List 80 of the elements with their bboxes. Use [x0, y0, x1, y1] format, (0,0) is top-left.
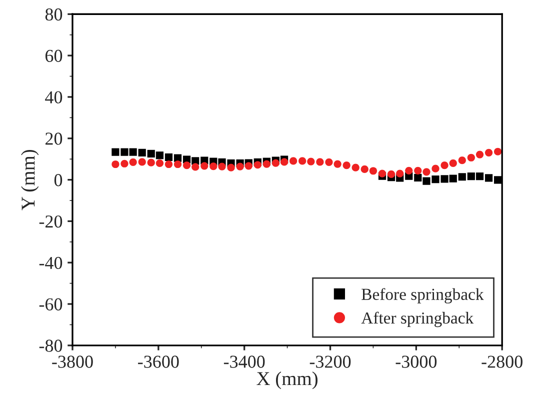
- y-tick-label: -60: [39, 298, 62, 310]
- point: [476, 172, 484, 180]
- y-tick-label: 0: [54, 174, 62, 186]
- point: [449, 159, 457, 168]
- point: [280, 158, 288, 166]
- point: [494, 148, 502, 156]
- point: [396, 170, 404, 178]
- point: [440, 161, 448, 170]
- point: [218, 162, 226, 170]
- x-axis-title: X (mm): [256, 372, 318, 390]
- x-tick-label: -3400: [224, 356, 265, 368]
- point: [458, 156, 466, 164]
- point: [422, 177, 430, 185]
- point: [414, 174, 422, 182]
- point: [120, 148, 128, 156]
- point: [210, 162, 218, 170]
- point: [254, 161, 262, 169]
- point: [129, 148, 137, 156]
- point: [164, 160, 173, 168]
- y-tick-label: 40: [45, 91, 62, 104]
- point: [290, 157, 298, 165]
- point: [112, 160, 120, 168]
- y-tick-label: -20: [39, 215, 62, 228]
- point: [120, 160, 128, 168]
- point: [414, 166, 422, 174]
- point: [200, 162, 208, 170]
- point: [182, 161, 191, 170]
- point: [262, 160, 270, 168]
- point: [342, 161, 350, 170]
- point: [156, 159, 164, 168]
- point: [494, 176, 502, 184]
- y-tick-label: -80: [39, 340, 62, 352]
- point: [316, 158, 324, 166]
- point: [112, 148, 120, 156]
- legend-label: Before springback: [362, 288, 484, 304]
- point: [138, 148, 146, 156]
- point: [236, 162, 244, 170]
- point: [298, 157, 306, 165]
- x-tick-label: -3000: [396, 356, 437, 368]
- point: [325, 158, 333, 166]
- point: [369, 167, 378, 175]
- point: [387, 170, 396, 178]
- point: [164, 153, 173, 162]
- y-tick-label: 60: [45, 50, 62, 62]
- legend-label: After springback: [361, 312, 474, 328]
- point: [147, 150, 155, 158]
- point: [192, 163, 200, 171]
- y-tick-label: 20: [46, 132, 62, 145]
- point: [156, 152, 164, 160]
- y-axis-title: Y (mm): [21, 150, 39, 210]
- point: [352, 164, 360, 172]
- point: [334, 160, 342, 168]
- point: [307, 158, 315, 166]
- y-tick-label: 80: [45, 8, 62, 21]
- point: [476, 150, 484, 158]
- point: [378, 170, 386, 178]
- point: [467, 172, 475, 180]
- point: [422, 168, 430, 176]
- point: [484, 174, 493, 182]
- point: [458, 173, 466, 181]
- x-tick-label: -3800: [52, 356, 93, 368]
- point: [405, 166, 413, 174]
- point: [138, 158, 146, 166]
- point: [467, 154, 475, 162]
- x-tick-label: -3600: [138, 356, 179, 368]
- point: [244, 162, 252, 170]
- point: [449, 174, 457, 182]
- point: [147, 158, 155, 166]
- point: [272, 159, 280, 167]
- point: [432, 176, 440, 184]
- point: [484, 148, 493, 156]
- point: [360, 165, 368, 174]
- x-tick-label: -2800: [482, 356, 522, 368]
- point: [432, 164, 440, 172]
- point: [440, 175, 448, 183]
- point: [227, 164, 235, 172]
- point: [129, 158, 137, 166]
- x-tick-label: -3200: [310, 356, 351, 368]
- point: [174, 160, 182, 168]
- y-tick-label: -40: [39, 256, 62, 270]
